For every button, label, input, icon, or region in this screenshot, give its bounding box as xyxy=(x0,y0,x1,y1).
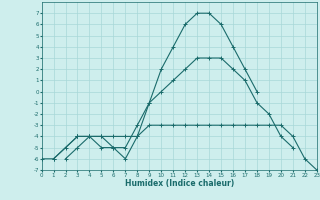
X-axis label: Humidex (Indice chaleur): Humidex (Indice chaleur) xyxy=(124,179,234,188)
